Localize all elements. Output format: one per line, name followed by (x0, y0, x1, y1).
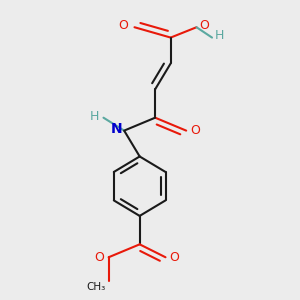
Text: N: N (111, 122, 123, 136)
Text: O: O (169, 251, 179, 264)
Text: H: H (89, 110, 99, 123)
Text: O: O (94, 251, 104, 264)
Text: H: H (215, 29, 224, 42)
Text: O: O (190, 124, 200, 137)
Text: O: O (199, 20, 209, 32)
Text: O: O (118, 20, 128, 32)
Text: CH₃: CH₃ (87, 282, 106, 292)
